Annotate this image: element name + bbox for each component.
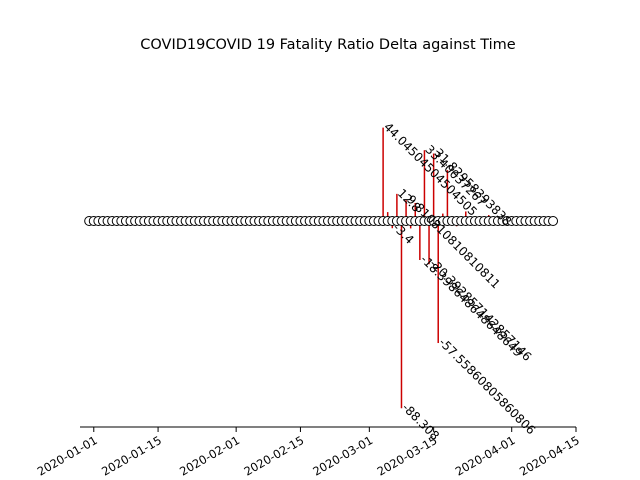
x-ticks-layer: 2020-01-01 2020-01-15 2020-02-01 2020-02-15… bbox=[35, 427, 582, 479]
x-tick-label: 2020-02-01 bbox=[177, 433, 242, 479]
x-tick-label: 2020-02-15 bbox=[241, 433, 306, 479]
timeline-marker bbox=[548, 216, 559, 226]
markers-layer bbox=[84, 216, 559, 226]
chart-title: COVID19COVID 19 Fatality Ratio Delta aga… bbox=[140, 37, 516, 53]
x-tick-label: 2020-01-01 bbox=[35, 433, 100, 479]
x-tick-label: 2020-03-01 bbox=[310, 433, 375, 479]
data-labels-layer: 44.04504504504505-3.412.8-88.3089.810810… bbox=[381, 120, 538, 443]
x-tick-label: 2020-04-01 bbox=[453, 433, 518, 479]
x-tick-label: 2020-04-15 bbox=[517, 433, 582, 479]
data-label: -88.308 bbox=[399, 400, 442, 443]
x-tick-label: 2020-01-15 bbox=[99, 433, 164, 479]
x-tick-label: 2020-03-15 bbox=[375, 433, 440, 479]
